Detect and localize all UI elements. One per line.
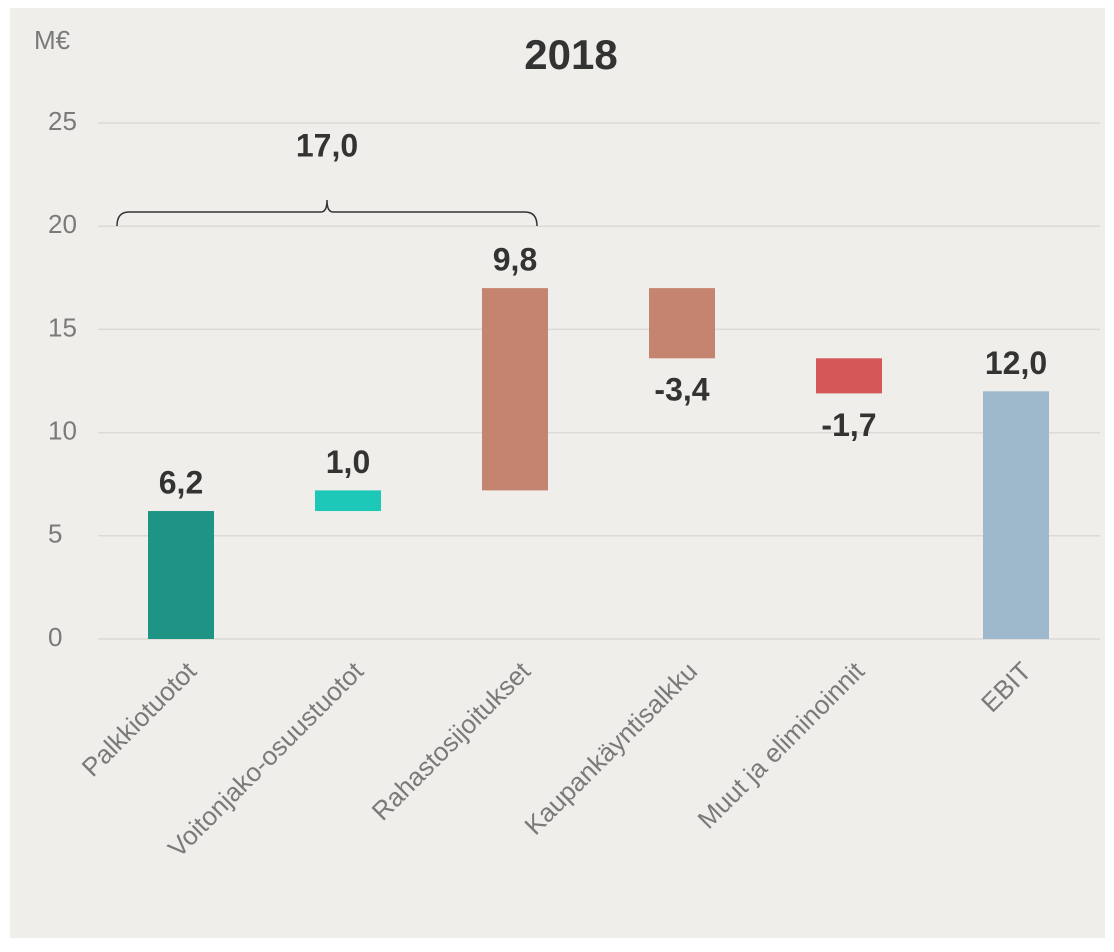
y-tick-label: 20	[48, 209, 77, 239]
y-unit: M€	[34, 25, 71, 55]
y-tick-label: 25	[48, 106, 77, 136]
bracket	[116, 199, 538, 227]
chart-background	[10, 8, 1105, 938]
y-tick-label: 0	[48, 622, 62, 652]
bar	[148, 511, 214, 639]
data-label: 9,8	[493, 242, 537, 278]
bar	[482, 288, 548, 491]
data-label: -1,7	[821, 407, 876, 443]
bar	[315, 490, 381, 512]
annotation-label: 17,0	[296, 127, 358, 163]
data-label: 6,2	[159, 464, 203, 500]
y-tick-label: 5	[48, 519, 62, 549]
y-tick-label: 15	[48, 312, 77, 342]
chart-title: 2018	[524, 31, 617, 78]
bar	[983, 391, 1049, 639]
bar	[816, 358, 882, 394]
data-label: -3,4	[654, 372, 709, 408]
y-tick-label: 10	[48, 415, 77, 445]
data-label: 1,0	[326, 444, 370, 480]
data-label: 12,0	[985, 345, 1047, 381]
bar	[649, 288, 715, 359]
